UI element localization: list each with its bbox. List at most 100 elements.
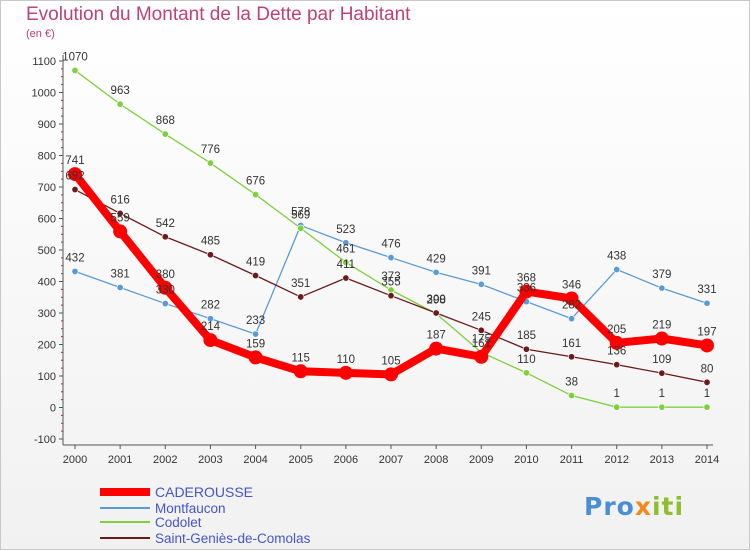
data-label-0: 368 xyxy=(517,273,536,285)
data-label-0: 197 xyxy=(697,326,716,338)
series-point-3 xyxy=(703,378,711,386)
series-point-1 xyxy=(613,266,621,274)
data-label-2: 110 xyxy=(517,354,535,366)
series-point-3 xyxy=(116,209,124,217)
series-point-1 xyxy=(703,299,711,307)
data-label-3: 245 xyxy=(472,311,491,323)
series-point-0 xyxy=(248,350,263,365)
x-tick-label: 2013 xyxy=(650,454,674,466)
data-label-2: 676 xyxy=(246,176,265,188)
y-tick-label: 800 xyxy=(38,151,56,163)
data-label-2: 569 xyxy=(291,209,310,221)
data-label-2: 175 xyxy=(472,333,491,345)
y-tick-label: 200 xyxy=(38,340,56,352)
data-label-1: 391 xyxy=(472,265,491,277)
series-point-2 xyxy=(71,66,79,74)
data-label-1: 336 xyxy=(517,283,536,295)
data-label-3: 136 xyxy=(607,346,626,358)
data-label-1: 233 xyxy=(246,315,265,327)
data-label-3: 300 xyxy=(427,294,446,306)
data-label-1: 330 xyxy=(156,285,175,297)
x-tick-label: 2001 xyxy=(108,454,132,466)
legend-label-3: Saint-Geniès-de-Comolas xyxy=(155,531,311,546)
series-point-3 xyxy=(477,326,485,334)
series-point-0 xyxy=(609,335,624,350)
data-label-0: 741 xyxy=(65,155,84,167)
series-point-1 xyxy=(71,267,79,275)
data-label-0: 205 xyxy=(607,324,626,336)
x-tick-label: 2004 xyxy=(243,454,267,466)
logo-part-2: x xyxy=(634,492,652,521)
data-label-3: 542 xyxy=(156,218,175,230)
data-label-0: 115 xyxy=(292,352,310,364)
data-label-3: 419 xyxy=(246,257,265,269)
series-point-1 xyxy=(568,315,576,323)
legend-label-1: Montfaucon xyxy=(155,501,226,516)
data-label-0: 214 xyxy=(201,321,221,333)
chart-title: Evolution du Montant de la Dette par Hab… xyxy=(26,4,411,25)
y-tick-label: 1100 xyxy=(32,56,56,68)
series-point-3 xyxy=(206,251,214,259)
x-tick-label: 2002 xyxy=(153,454,177,466)
series-point-2 xyxy=(703,403,711,411)
data-label-3: 351 xyxy=(291,278,310,290)
data-label-0: 110 xyxy=(337,354,355,366)
x-tick-label: 2003 xyxy=(198,454,222,466)
data-label-0: 219 xyxy=(652,320,671,332)
data-label-0: 187 xyxy=(427,330,446,342)
x-tick-label: 2000 xyxy=(63,454,87,466)
series-point-1 xyxy=(161,300,169,308)
series-point-0 xyxy=(113,224,128,239)
series-point-3 xyxy=(297,293,305,301)
y-tick-label: 400 xyxy=(38,277,56,289)
series-point-1 xyxy=(116,283,124,291)
series-point-1 xyxy=(206,315,214,323)
x-tick-label: 2010 xyxy=(514,454,538,466)
data-label-3: 616 xyxy=(111,194,130,206)
y-tick-label: 500 xyxy=(38,245,56,257)
series-point-3 xyxy=(432,309,440,317)
series-point-1 xyxy=(477,280,485,288)
y-tick-label: 600 xyxy=(38,214,56,226)
data-label-2: 963 xyxy=(111,85,130,97)
series-point-1 xyxy=(658,284,666,292)
series-point-3 xyxy=(658,369,666,377)
data-label-1: 282 xyxy=(201,300,220,312)
series-point-1 xyxy=(252,330,260,338)
data-label-1: 381 xyxy=(111,268,130,280)
series-point-2 xyxy=(297,224,305,232)
series-point-1 xyxy=(432,268,440,276)
series-point-1 xyxy=(387,254,395,262)
series-point-2 xyxy=(116,100,124,108)
logo-part-1: Pro xyxy=(584,492,635,521)
series-point-3 xyxy=(522,345,530,353)
data-label-3: 109 xyxy=(652,354,671,366)
y-tick-label: 700 xyxy=(38,182,56,194)
data-label-3: 80 xyxy=(701,363,714,375)
data-label-1: 578 xyxy=(291,206,310,218)
series-point-0 xyxy=(338,365,353,380)
series-point-3 xyxy=(342,274,350,282)
series-point-0 xyxy=(700,338,714,353)
x-tick-label: 2014 xyxy=(695,454,719,466)
series-point-2 xyxy=(568,392,576,400)
data-label-3: 485 xyxy=(201,236,220,248)
data-label-1: 438 xyxy=(607,251,626,263)
x-tick-label: 2011 xyxy=(560,454,584,466)
series-point-3 xyxy=(252,272,260,280)
series-point-0 xyxy=(384,367,398,382)
data-label-3: 161 xyxy=(562,338,581,350)
series-point-2 xyxy=(658,403,666,411)
series-point-0 xyxy=(474,349,489,364)
data-label-2: 1070 xyxy=(62,51,88,63)
data-label-2: 1 xyxy=(614,388,620,400)
data-label-2: 461 xyxy=(336,243,355,255)
data-label-2: 776 xyxy=(201,144,220,156)
data-label-2: 1 xyxy=(704,388,710,400)
series-point-0 xyxy=(203,333,218,348)
proxiti-logo: Proxiti xyxy=(584,492,684,521)
data-label-1: 432 xyxy=(65,252,84,264)
legend-label-0: CADEROUSSE xyxy=(155,484,253,500)
